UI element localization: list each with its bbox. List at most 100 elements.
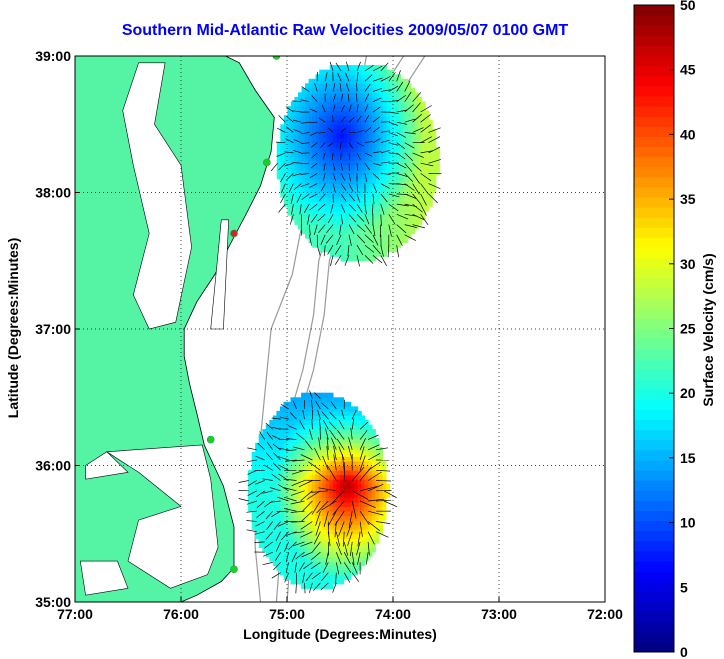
velocity-cell bbox=[315, 92, 320, 98]
velocity-cell bbox=[329, 165, 334, 171]
velocity-cell bbox=[294, 197, 299, 203]
velocity-cell bbox=[318, 447, 323, 453]
velocity-cell bbox=[315, 224, 320, 230]
velocity-cell bbox=[361, 160, 366, 166]
velocity-vector bbox=[292, 541, 305, 547]
velocity-cell bbox=[386, 169, 391, 175]
velocity-cell bbox=[340, 420, 345, 426]
velocity-cell bbox=[393, 174, 398, 180]
velocity-vector bbox=[356, 104, 359, 113]
velocity-cell bbox=[358, 147, 363, 153]
velocity-cell bbox=[375, 188, 380, 194]
velocity-cell bbox=[332, 501, 337, 507]
velocity-cell bbox=[418, 192, 423, 198]
velocity-cell bbox=[262, 538, 267, 544]
velocity-cell bbox=[319, 210, 324, 216]
velocity-cell bbox=[305, 115, 310, 121]
velocity-cell bbox=[283, 547, 288, 553]
velocity-cell bbox=[407, 219, 412, 225]
velocity-cell bbox=[287, 133, 292, 139]
velocity-cell bbox=[393, 128, 398, 134]
velocity-cell bbox=[421, 178, 426, 184]
velocity-cell bbox=[372, 69, 377, 75]
velocity-cell bbox=[315, 97, 320, 103]
velocity-cell bbox=[248, 470, 253, 476]
velocity-cell bbox=[382, 147, 387, 153]
velocity-cell bbox=[325, 429, 330, 435]
velocity-cell bbox=[400, 137, 405, 143]
velocity-cell bbox=[276, 524, 281, 530]
velocity-cell bbox=[347, 401, 352, 407]
velocity-cell bbox=[357, 506, 362, 512]
colorbar-label: Surface Velocity (cm/s) bbox=[700, 253, 716, 407]
velocity-vector bbox=[412, 193, 421, 205]
velocity-cell bbox=[318, 583, 323, 589]
velocity-cell bbox=[351, 147, 356, 153]
velocity-vector bbox=[372, 173, 380, 180]
velocity-cell bbox=[350, 506, 355, 512]
velocity-cell bbox=[308, 552, 313, 558]
velocity-vector bbox=[396, 245, 400, 258]
velocity-cell bbox=[290, 547, 295, 553]
velocity-cell bbox=[269, 465, 274, 471]
velocity-cell bbox=[368, 178, 373, 184]
velocity-cell bbox=[414, 219, 419, 225]
velocity-cell bbox=[269, 451, 274, 457]
velocity-cell bbox=[294, 165, 299, 171]
velocity-cell bbox=[308, 542, 313, 548]
velocity-cell bbox=[280, 128, 285, 134]
velocity-cell bbox=[258, 492, 263, 498]
velocity-cell bbox=[329, 74, 334, 80]
velocity-cell bbox=[329, 506, 334, 512]
y-tick-label: 39:00 bbox=[35, 48, 71, 64]
velocity-cell bbox=[368, 106, 373, 112]
velocity-cell bbox=[301, 506, 306, 512]
velocity-cell bbox=[329, 87, 334, 93]
velocity-vector bbox=[340, 203, 346, 213]
velocity-cell bbox=[340, 251, 345, 257]
velocity-cell bbox=[418, 142, 423, 148]
velocity-cell bbox=[325, 392, 330, 398]
velocity-cell bbox=[276, 438, 281, 444]
velocity-cell bbox=[265, 492, 270, 498]
velocity-cell bbox=[258, 451, 263, 457]
velocity-cell bbox=[371, 492, 376, 498]
velocity-cell bbox=[389, 92, 394, 98]
velocity-cell bbox=[414, 147, 419, 153]
velocity-cell bbox=[319, 83, 324, 89]
velocity-cell bbox=[312, 137, 317, 143]
velocity-cell bbox=[279, 570, 284, 576]
velocity-cell bbox=[333, 178, 338, 184]
velocity-cell bbox=[322, 397, 327, 403]
velocity-cell bbox=[393, 183, 398, 189]
velocity-cell bbox=[301, 442, 306, 448]
velocity-cell bbox=[251, 524, 256, 530]
velocity-cell bbox=[396, 137, 401, 143]
velocity-cell bbox=[319, 110, 324, 116]
velocity-cell bbox=[322, 511, 327, 517]
velocity-cell bbox=[343, 219, 348, 225]
velocity-cell bbox=[329, 574, 334, 580]
velocity-cell bbox=[318, 565, 323, 571]
velocity-cell bbox=[294, 397, 299, 403]
colorbar-swatch bbox=[634, 480, 674, 491]
velocity-cell bbox=[361, 456, 366, 462]
colorbar-tick-label: 50 bbox=[680, 0, 696, 13]
velocity-cell bbox=[276, 424, 281, 430]
velocity-vector bbox=[336, 234, 342, 246]
velocity-cell bbox=[290, 456, 295, 462]
velocity-cell bbox=[318, 420, 323, 426]
velocity-cell bbox=[375, 506, 380, 512]
velocity-vector bbox=[339, 82, 342, 92]
velocity-cell bbox=[329, 565, 334, 571]
velocity-cell bbox=[326, 115, 331, 121]
velocity-vector bbox=[372, 106, 381, 113]
velocity-cell bbox=[372, 147, 377, 153]
velocity-vector bbox=[288, 183, 294, 193]
velocity-cell bbox=[354, 219, 359, 225]
velocity-cell bbox=[290, 511, 295, 517]
velocity-cell bbox=[325, 538, 330, 544]
velocity-cell bbox=[283, 451, 288, 457]
velocity-cell bbox=[361, 78, 366, 84]
velocity-cell bbox=[272, 506, 277, 512]
